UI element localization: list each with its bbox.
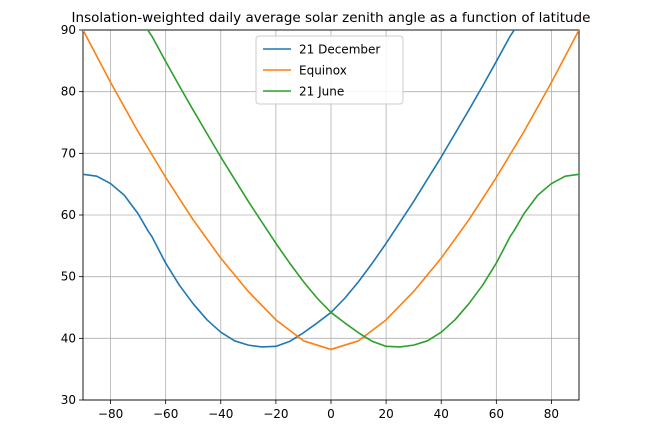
x-tick-label: 40 [434, 407, 449, 421]
y-tick-label: 40 [61, 331, 76, 345]
legend-label-21-june: 21 June [299, 85, 344, 99]
x-tick-label: −60 [153, 407, 178, 421]
legend-label-equinox: Equinox [299, 64, 347, 78]
axis-ticks: −80 −60 −40 −20 0 20 40 60 80 30 40 50 60 70 80 90 [61, 23, 559, 421]
x-tick-label: −80 [98, 407, 123, 421]
series-line-equinox [83, 30, 579, 351]
legend-box [255, 35, 404, 105]
y-tick-label: 90 [61, 23, 76, 37]
plot-area [83, 30, 579, 351]
y-tick-label: 50 [61, 270, 76, 284]
x-tick-label: 20 [378, 407, 393, 421]
series-line-21-june [146, 30, 579, 348]
x-tick-label: 60 [489, 407, 504, 421]
y-tick-label: 80 [61, 85, 76, 99]
x-tick-label: −40 [208, 407, 233, 421]
chart-title: Insolation-weighted daily average solar … [72, 10, 591, 26]
y-tick-label: 30 [61, 393, 76, 407]
x-tick-label: 80 [544, 407, 559, 421]
series-line-21-december [83, 30, 516, 348]
legend: 21 December Equinox 21 June [255, 35, 404, 105]
x-tick-label: −20 [263, 407, 288, 421]
y-tick-label: 60 [61, 208, 76, 222]
x-tick-label: 0 [327, 407, 335, 421]
y-tick-label: 70 [61, 146, 76, 160]
legend-label-21-december: 21 December [299, 43, 380, 57]
